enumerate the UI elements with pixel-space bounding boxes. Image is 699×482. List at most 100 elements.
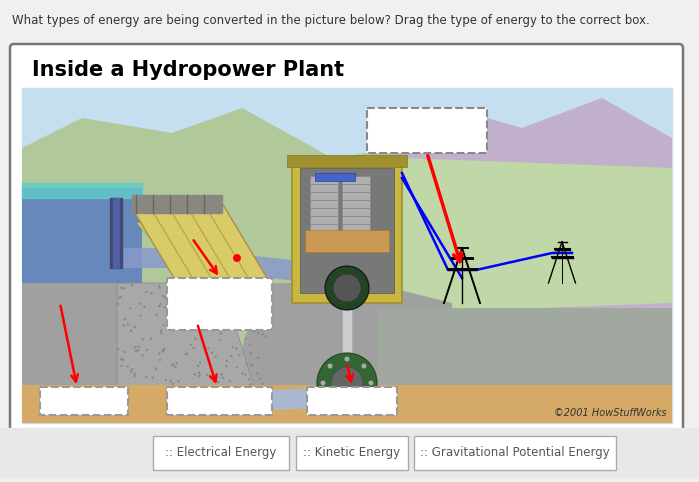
Circle shape bbox=[321, 380, 326, 386]
Circle shape bbox=[241, 372, 243, 375]
Circle shape bbox=[131, 284, 134, 287]
FancyBboxPatch shape bbox=[167, 278, 272, 330]
Circle shape bbox=[164, 306, 166, 308]
Circle shape bbox=[205, 288, 207, 290]
Circle shape bbox=[197, 365, 199, 367]
Circle shape bbox=[236, 306, 239, 308]
Circle shape bbox=[166, 290, 168, 293]
Circle shape bbox=[162, 324, 165, 326]
Circle shape bbox=[120, 287, 123, 289]
Circle shape bbox=[250, 352, 252, 354]
Circle shape bbox=[150, 292, 152, 294]
Circle shape bbox=[257, 357, 259, 359]
Circle shape bbox=[194, 337, 196, 340]
Circle shape bbox=[212, 293, 215, 295]
Circle shape bbox=[215, 318, 217, 321]
Circle shape bbox=[167, 296, 169, 299]
Text: :: Electrical Energy: :: Electrical Energy bbox=[165, 446, 277, 459]
Circle shape bbox=[134, 346, 136, 348]
Circle shape bbox=[214, 311, 216, 313]
Text: Inside a Hydropower Plant: Inside a Hydropower Plant bbox=[32, 60, 344, 80]
Circle shape bbox=[187, 295, 189, 297]
Circle shape bbox=[145, 291, 147, 293]
Circle shape bbox=[134, 373, 136, 375]
FancyBboxPatch shape bbox=[414, 436, 616, 469]
FancyBboxPatch shape bbox=[307, 387, 397, 415]
Circle shape bbox=[170, 297, 172, 299]
Circle shape bbox=[163, 348, 166, 350]
Circle shape bbox=[143, 306, 145, 308]
Circle shape bbox=[333, 274, 361, 302]
Circle shape bbox=[240, 309, 243, 312]
Polygon shape bbox=[117, 283, 452, 413]
Circle shape bbox=[170, 320, 172, 322]
Circle shape bbox=[231, 308, 234, 310]
Polygon shape bbox=[382, 308, 672, 363]
Circle shape bbox=[117, 303, 119, 305]
Circle shape bbox=[154, 368, 157, 370]
Circle shape bbox=[190, 321, 193, 323]
FancyBboxPatch shape bbox=[367, 108, 487, 153]
Circle shape bbox=[220, 373, 223, 375]
Circle shape bbox=[328, 363, 333, 369]
Bar bbox=[132, 195, 222, 213]
Circle shape bbox=[134, 375, 136, 377]
Circle shape bbox=[150, 337, 152, 340]
Circle shape bbox=[238, 354, 240, 356]
Bar bbox=[305, 230, 389, 252]
Circle shape bbox=[345, 357, 350, 362]
Circle shape bbox=[225, 365, 228, 367]
Circle shape bbox=[178, 380, 180, 382]
Polygon shape bbox=[117, 248, 362, 288]
Circle shape bbox=[159, 303, 161, 305]
Bar bbox=[310, 176, 338, 231]
Bar bbox=[315, 173, 355, 181]
Circle shape bbox=[195, 313, 198, 316]
Circle shape bbox=[158, 285, 160, 287]
Circle shape bbox=[124, 318, 126, 321]
Circle shape bbox=[257, 300, 259, 302]
Circle shape bbox=[171, 383, 174, 385]
Circle shape bbox=[156, 313, 158, 316]
Circle shape bbox=[198, 306, 200, 308]
Circle shape bbox=[231, 310, 233, 312]
Bar bbox=[22, 88, 672, 423]
Circle shape bbox=[260, 315, 263, 317]
Circle shape bbox=[207, 304, 209, 307]
Polygon shape bbox=[22, 283, 262, 413]
Polygon shape bbox=[302, 158, 672, 313]
Circle shape bbox=[139, 302, 142, 305]
Circle shape bbox=[235, 347, 238, 349]
Circle shape bbox=[206, 374, 208, 376]
Circle shape bbox=[218, 339, 221, 341]
Circle shape bbox=[177, 304, 180, 307]
Circle shape bbox=[247, 378, 250, 380]
Circle shape bbox=[180, 320, 183, 322]
Circle shape bbox=[257, 332, 259, 335]
Circle shape bbox=[361, 363, 366, 369]
Circle shape bbox=[222, 376, 224, 379]
Circle shape bbox=[253, 330, 255, 332]
Bar bbox=[110, 198, 122, 268]
Circle shape bbox=[264, 313, 266, 316]
Circle shape bbox=[130, 330, 132, 332]
Circle shape bbox=[159, 359, 161, 361]
Circle shape bbox=[345, 404, 350, 410]
Circle shape bbox=[161, 350, 164, 352]
Bar bbox=[22, 183, 142, 198]
Circle shape bbox=[250, 364, 252, 366]
FancyBboxPatch shape bbox=[167, 387, 272, 415]
Circle shape bbox=[249, 383, 251, 386]
Circle shape bbox=[175, 362, 178, 364]
Circle shape bbox=[169, 380, 171, 383]
FancyBboxPatch shape bbox=[40, 387, 128, 415]
Circle shape bbox=[127, 323, 129, 326]
Circle shape bbox=[122, 324, 125, 326]
Circle shape bbox=[317, 353, 377, 413]
Circle shape bbox=[137, 349, 139, 351]
Circle shape bbox=[238, 319, 240, 321]
Circle shape bbox=[186, 352, 188, 355]
Circle shape bbox=[244, 373, 247, 375]
Circle shape bbox=[257, 372, 259, 375]
Circle shape bbox=[122, 359, 124, 361]
